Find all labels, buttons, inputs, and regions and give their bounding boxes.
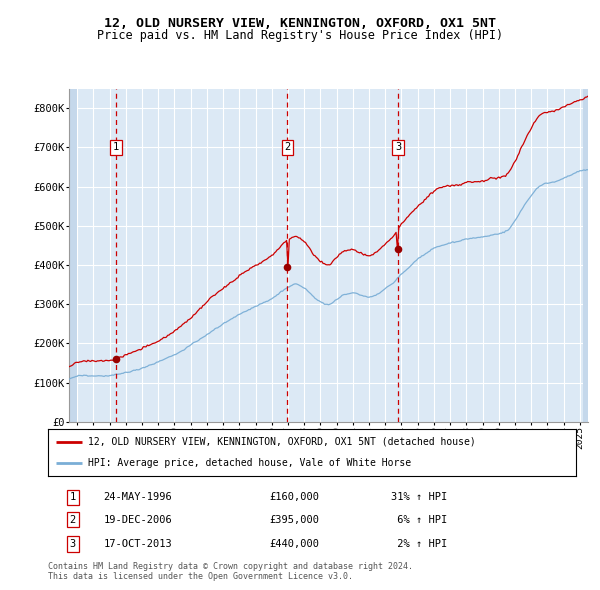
Text: £440,000: £440,000 xyxy=(270,539,320,549)
Text: 17-OCT-2013: 17-OCT-2013 xyxy=(103,539,172,549)
Text: 3: 3 xyxy=(70,539,76,549)
Text: £160,000: £160,000 xyxy=(270,492,320,502)
Text: This data is licensed under the Open Government Licence v3.0.: This data is licensed under the Open Gov… xyxy=(48,572,353,581)
Text: £395,000: £395,000 xyxy=(270,515,320,525)
Text: 12, OLD NURSERY VIEW, KENNINGTON, OXFORD, OX1 5NT: 12, OLD NURSERY VIEW, KENNINGTON, OXFORD… xyxy=(104,17,496,30)
Text: 2% ↑ HPI: 2% ↑ HPI xyxy=(391,539,448,549)
Text: 1: 1 xyxy=(113,142,119,152)
Text: 2: 2 xyxy=(284,142,290,152)
Text: 3: 3 xyxy=(395,142,401,152)
Text: 19-DEC-2006: 19-DEC-2006 xyxy=(103,515,172,525)
Text: Price paid vs. HM Land Registry's House Price Index (HPI): Price paid vs. HM Land Registry's House … xyxy=(97,29,503,42)
Text: 31% ↑ HPI: 31% ↑ HPI xyxy=(391,492,448,502)
Text: 12, OLD NURSERY VIEW, KENNINGTON, OXFORD, OX1 5NT (detached house): 12, OLD NURSERY VIEW, KENNINGTON, OXFORD… xyxy=(88,437,475,447)
Text: 24-MAY-1996: 24-MAY-1996 xyxy=(103,492,172,502)
Text: Contains HM Land Registry data © Crown copyright and database right 2024.: Contains HM Land Registry data © Crown c… xyxy=(48,562,413,571)
Text: HPI: Average price, detached house, Vale of White Horse: HPI: Average price, detached house, Vale… xyxy=(88,458,411,468)
Text: 6% ↑ HPI: 6% ↑ HPI xyxy=(391,515,448,525)
Text: 2: 2 xyxy=(70,515,76,525)
Bar xyxy=(583,88,588,422)
Bar xyxy=(69,88,77,422)
Text: 1: 1 xyxy=(70,492,76,502)
